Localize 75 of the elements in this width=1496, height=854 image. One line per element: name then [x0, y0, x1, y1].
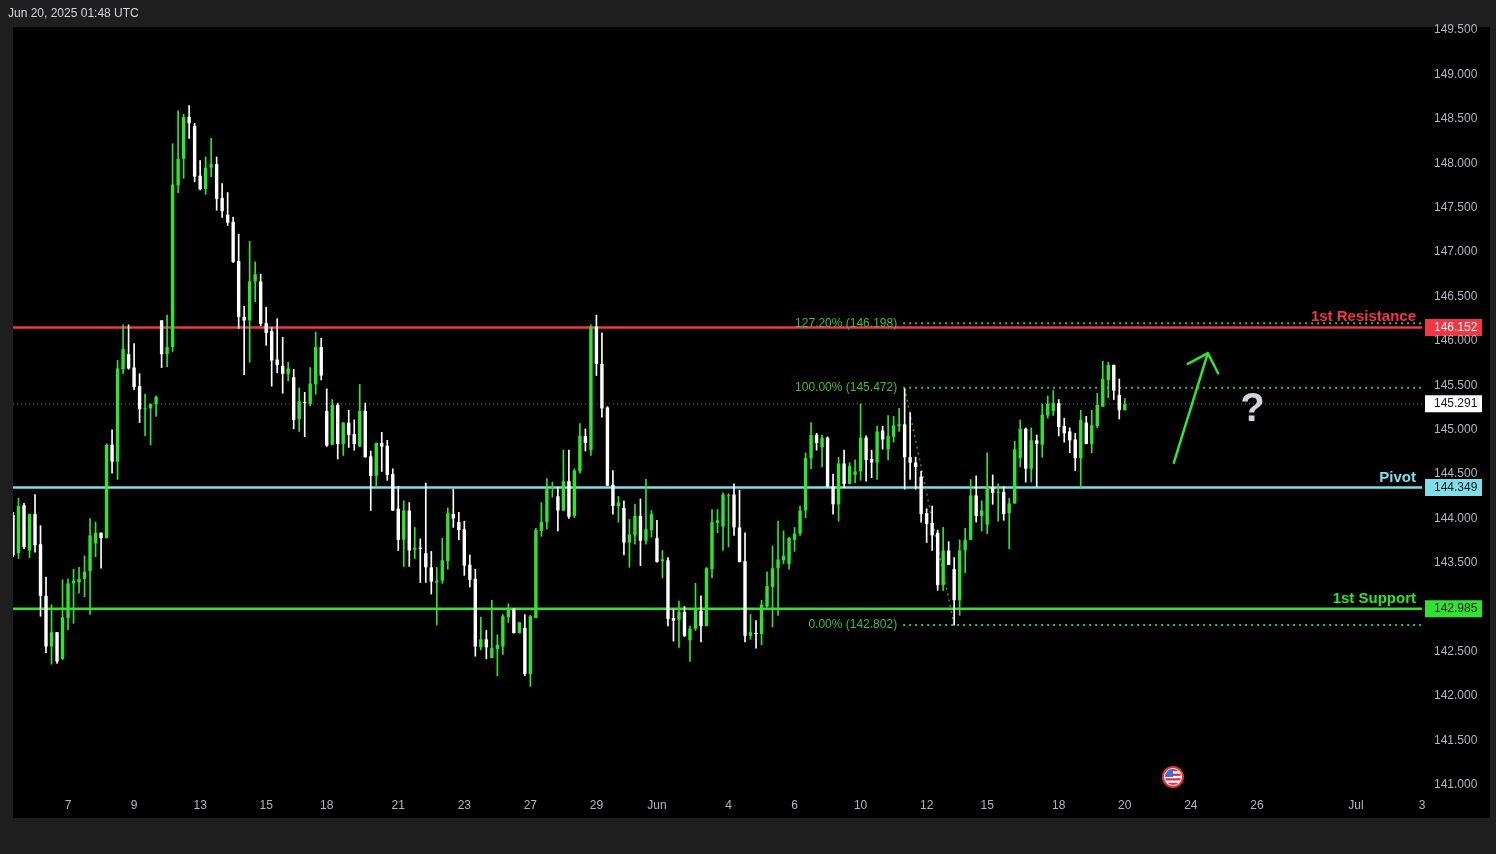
ref-line-label: 0.00% (142.802)	[808, 617, 898, 632]
candlestick	[418, 538, 422, 583]
candlestick	[1007, 497, 1011, 550]
x-tick-label: 18	[1052, 797, 1066, 812]
candlestick	[853, 459, 857, 484]
x-tick-label: 3	[1418, 797, 1426, 812]
x-tick-label: Jul	[1348, 797, 1364, 812]
y-tick-label: 142.500	[1434, 644, 1478, 659]
x-tick-label: 20	[1118, 797, 1132, 812]
x-tick-label: 23	[457, 797, 472, 812]
y-tick-label: 141.000	[1434, 777, 1478, 792]
x-tick-label: 9	[130, 797, 138, 812]
y-tick-label: 149.500	[1434, 22, 1478, 37]
y-tick-label: 146.152	[1434, 319, 1478, 334]
ref-line-label: 127.20% (146.198)	[795, 315, 898, 330]
candlestick	[897, 408, 901, 432]
candlestick	[253, 261, 257, 303]
candlestick	[908, 412, 912, 480]
candlestick	[990, 474, 995, 505]
y-tick-label: 149.000	[1434, 66, 1478, 81]
y-tick-label: 144.000	[1434, 510, 1478, 525]
y-tick-label: 145.500	[1434, 377, 1478, 392]
x-tick-label: 15	[980, 797, 995, 812]
y-tick-label: 142.985	[1434, 601, 1478, 615]
candlestick	[209, 138, 213, 177]
candlestick	[413, 527, 417, 559]
candlestick	[1035, 434, 1039, 487]
candlestick	[275, 318, 279, 374]
candlestick	[143, 393, 147, 437]
y-tick-label: 141.500	[1434, 732, 1478, 747]
ref-line-label: 1st Resistance	[1310, 307, 1416, 325]
candlestick	[644, 479, 648, 545]
x-tick-label: 10	[853, 797, 868, 812]
candlestick	[165, 314, 169, 367]
annotation: ?	[1240, 385, 1265, 430]
y-tick-label: 142.000	[1434, 688, 1478, 703]
candlestick	[380, 432, 384, 472]
ref-line-label: Pivot	[1379, 467, 1416, 485]
candlestick	[187, 105, 191, 139]
ref-line-label: 100.00% (145.472)	[795, 380, 898, 395]
y-tick-label: 148.000	[1434, 155, 1478, 170]
text: Jun 20, 2025 01:48 UTC	[8, 5, 140, 20]
y-tick-label: 144.349	[1434, 479, 1478, 494]
candlestick	[99, 532, 103, 569]
x-tick-label: 13	[193, 797, 208, 812]
x-tick-label: 29	[589, 797, 604, 812]
candlestick	[264, 306, 268, 346]
candlestick	[77, 567, 81, 594]
x-tick-label: 12	[919, 797, 934, 812]
x-tick-label: 6	[791, 797, 799, 812]
x-tick-label: 18	[320, 797, 334, 812]
candlestick	[242, 305, 246, 375]
y-tick-label: 148.500	[1434, 111, 1478, 126]
y-tick-label: 145.000	[1434, 422, 1478, 437]
x-tick-label: 15	[259, 797, 274, 812]
candlestick	[996, 483, 1000, 522]
x-tick-label: 27	[523, 797, 538, 812]
y-tick-label: 146.500	[1434, 288, 1478, 303]
x-tick-label: 21	[391, 797, 406, 812]
y-tick-label: 145.291	[1434, 396, 1478, 411]
candlestick	[303, 392, 307, 438]
ref-line-label: 1st Support	[1332, 588, 1416, 606]
candlestick	[754, 620, 758, 649]
y-tick-label: 147.000	[1434, 244, 1478, 259]
candlestick	[963, 527, 967, 574]
x-tick-label: 4	[725, 797, 733, 812]
y-tick-label: 144.500	[1434, 466, 1478, 481]
x-tick-label: 7	[64, 797, 72, 812]
x-tick-label: Jun	[647, 797, 667, 812]
x-tick-label: 24	[1184, 797, 1198, 812]
y-tick-label: 146.000	[1434, 333, 1478, 348]
x-tick-label: 26	[1250, 797, 1264, 812]
candlestick	[451, 488, 456, 528]
y-tick-label: 143.500	[1434, 555, 1478, 570]
y-tick-label: 147.500	[1434, 199, 1478, 214]
